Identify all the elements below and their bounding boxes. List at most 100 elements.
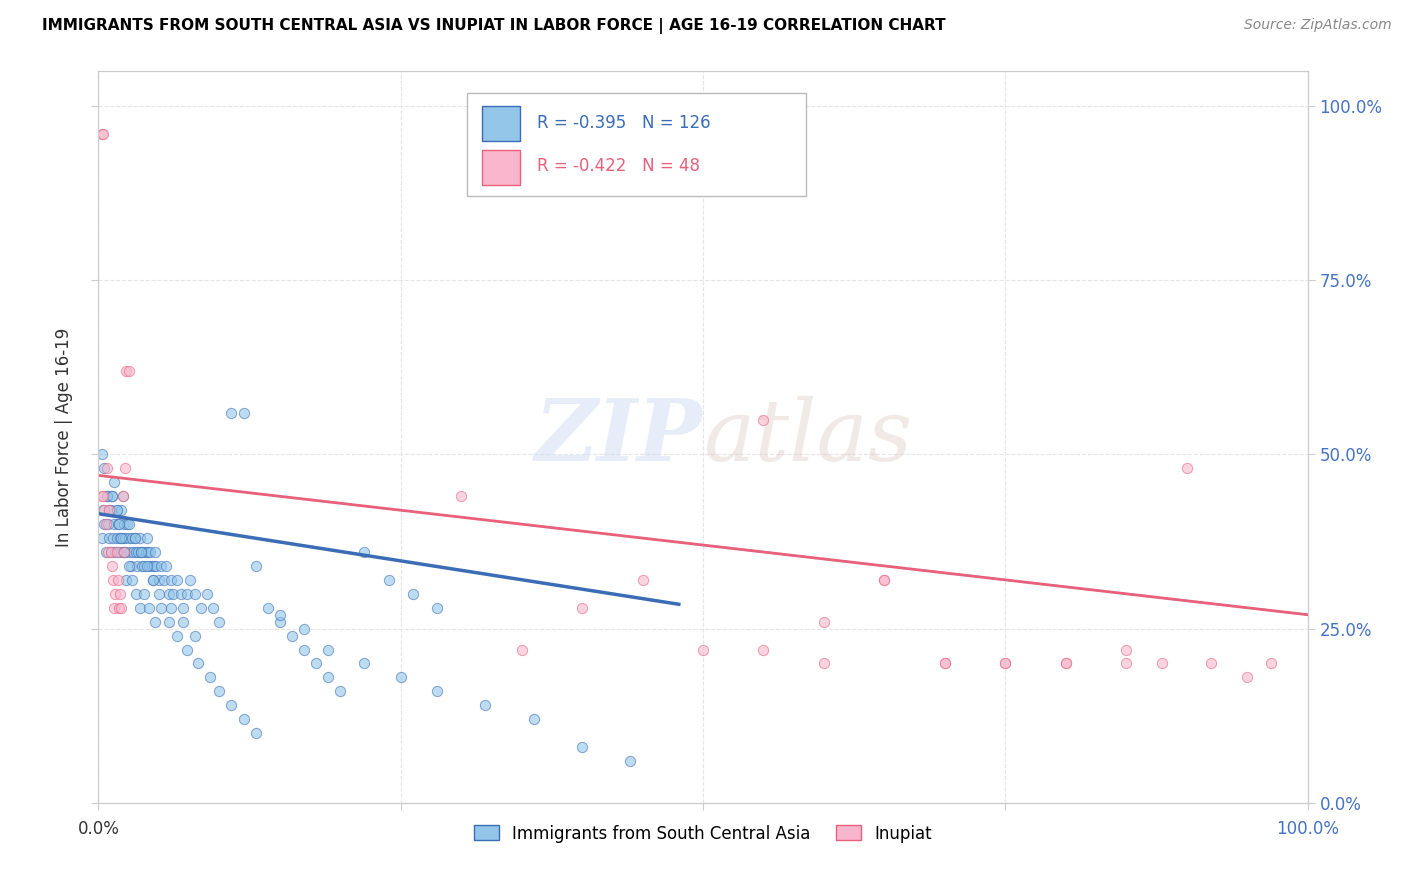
Point: [108, 517, 131, 532]
Point: [148, 573, 170, 587]
Point: [1236, 670, 1258, 684]
Point: [1054, 657, 1077, 671]
Point: [157, 587, 180, 601]
Point: [1175, 461, 1198, 475]
Point: [150, 600, 173, 615]
Point: [121, 573, 143, 587]
Point: [128, 600, 150, 615]
Point: [110, 503, 132, 517]
Point: [184, 629, 207, 643]
Point: [141, 558, 163, 573]
Point: [111, 545, 134, 559]
Point: [91, 503, 114, 517]
Point: [292, 622, 315, 636]
Point: [139, 545, 162, 559]
Point: [208, 684, 231, 698]
Point: [103, 600, 125, 615]
Point: [934, 657, 956, 671]
Point: [190, 600, 212, 615]
Point: [114, 461, 136, 475]
Point: [160, 573, 183, 587]
Point: [115, 364, 138, 378]
Point: [143, 545, 166, 559]
Point: [155, 558, 177, 573]
Point: [523, 712, 546, 726]
Point: [135, 531, 157, 545]
Point: [202, 600, 225, 615]
Point: [97, 545, 120, 559]
Point: [692, 642, 714, 657]
Point: [256, 600, 278, 615]
Point: [873, 573, 896, 587]
Point: [752, 642, 775, 657]
Point: [631, 573, 654, 587]
Point: [232, 406, 254, 420]
FancyBboxPatch shape: [482, 150, 520, 185]
Point: [143, 558, 166, 573]
Point: [91, 489, 114, 503]
Point: [108, 545, 131, 559]
Point: [96, 489, 118, 503]
Point: [934, 657, 956, 671]
Point: [142, 573, 165, 587]
Point: [91, 489, 114, 503]
Point: [169, 587, 191, 601]
Point: [131, 558, 153, 573]
Point: [166, 573, 188, 587]
Point: [117, 517, 139, 532]
Point: [107, 517, 129, 532]
Point: [148, 587, 170, 601]
Point: [1115, 642, 1137, 657]
Point: [98, 503, 121, 517]
Point: [103, 475, 125, 490]
Point: [166, 629, 188, 643]
Point: [1115, 657, 1137, 671]
Point: [120, 558, 142, 573]
Point: [94, 545, 117, 559]
Point: [118, 517, 141, 532]
Y-axis label: In Labor Force | Age 16-19: In Labor Force | Age 16-19: [55, 327, 73, 547]
Point: [269, 607, 291, 622]
Point: [353, 657, 375, 671]
Point: [101, 531, 124, 545]
Point: [474, 698, 496, 713]
Point: [108, 587, 131, 601]
Point: [994, 657, 1017, 671]
Point: [112, 545, 135, 559]
Point: [100, 503, 122, 517]
Point: [134, 587, 156, 601]
Point: [329, 684, 352, 698]
Point: [1054, 657, 1077, 671]
Text: R = -0.422   N = 48: R = -0.422 N = 48: [537, 158, 700, 176]
Point: [115, 545, 138, 559]
Point: [245, 558, 267, 573]
Point: [134, 558, 156, 573]
Text: Source: ZipAtlas.com: Source: ZipAtlas.com: [1244, 18, 1392, 32]
Point: [91, 127, 114, 141]
Point: [122, 545, 145, 559]
Point: [101, 573, 124, 587]
Point: [571, 740, 593, 755]
Point: [619, 754, 641, 768]
Point: [135, 558, 157, 573]
Point: [184, 587, 207, 601]
Point: [994, 657, 1017, 671]
Point: [353, 545, 375, 559]
Point: [100, 558, 122, 573]
Point: [160, 600, 183, 615]
Point: [136, 545, 159, 559]
Point: [232, 712, 254, 726]
Point: [127, 545, 149, 559]
Point: [115, 573, 138, 587]
Point: [316, 670, 339, 684]
Point: [389, 670, 412, 684]
Point: [752, 412, 775, 426]
Point: [129, 545, 152, 559]
Point: [873, 573, 896, 587]
Point: [110, 600, 132, 615]
Point: [124, 531, 146, 545]
Point: [105, 531, 128, 545]
Point: [176, 642, 198, 657]
Point: [100, 545, 122, 559]
Point: [114, 531, 136, 545]
